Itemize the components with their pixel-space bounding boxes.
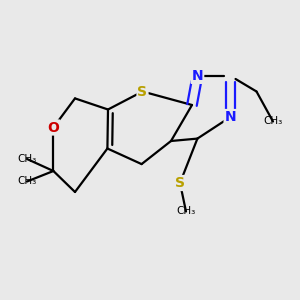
Text: S: S bbox=[175, 176, 185, 190]
Text: CH₃: CH₃ bbox=[17, 154, 37, 164]
Text: N: N bbox=[192, 69, 203, 83]
Text: N: N bbox=[225, 110, 236, 124]
Text: CH₃: CH₃ bbox=[176, 206, 196, 217]
Text: S: S bbox=[137, 85, 148, 98]
Text: CH₃: CH₃ bbox=[17, 176, 37, 187]
Text: CH₃: CH₃ bbox=[263, 116, 283, 127]
Text: O: O bbox=[47, 121, 59, 134]
